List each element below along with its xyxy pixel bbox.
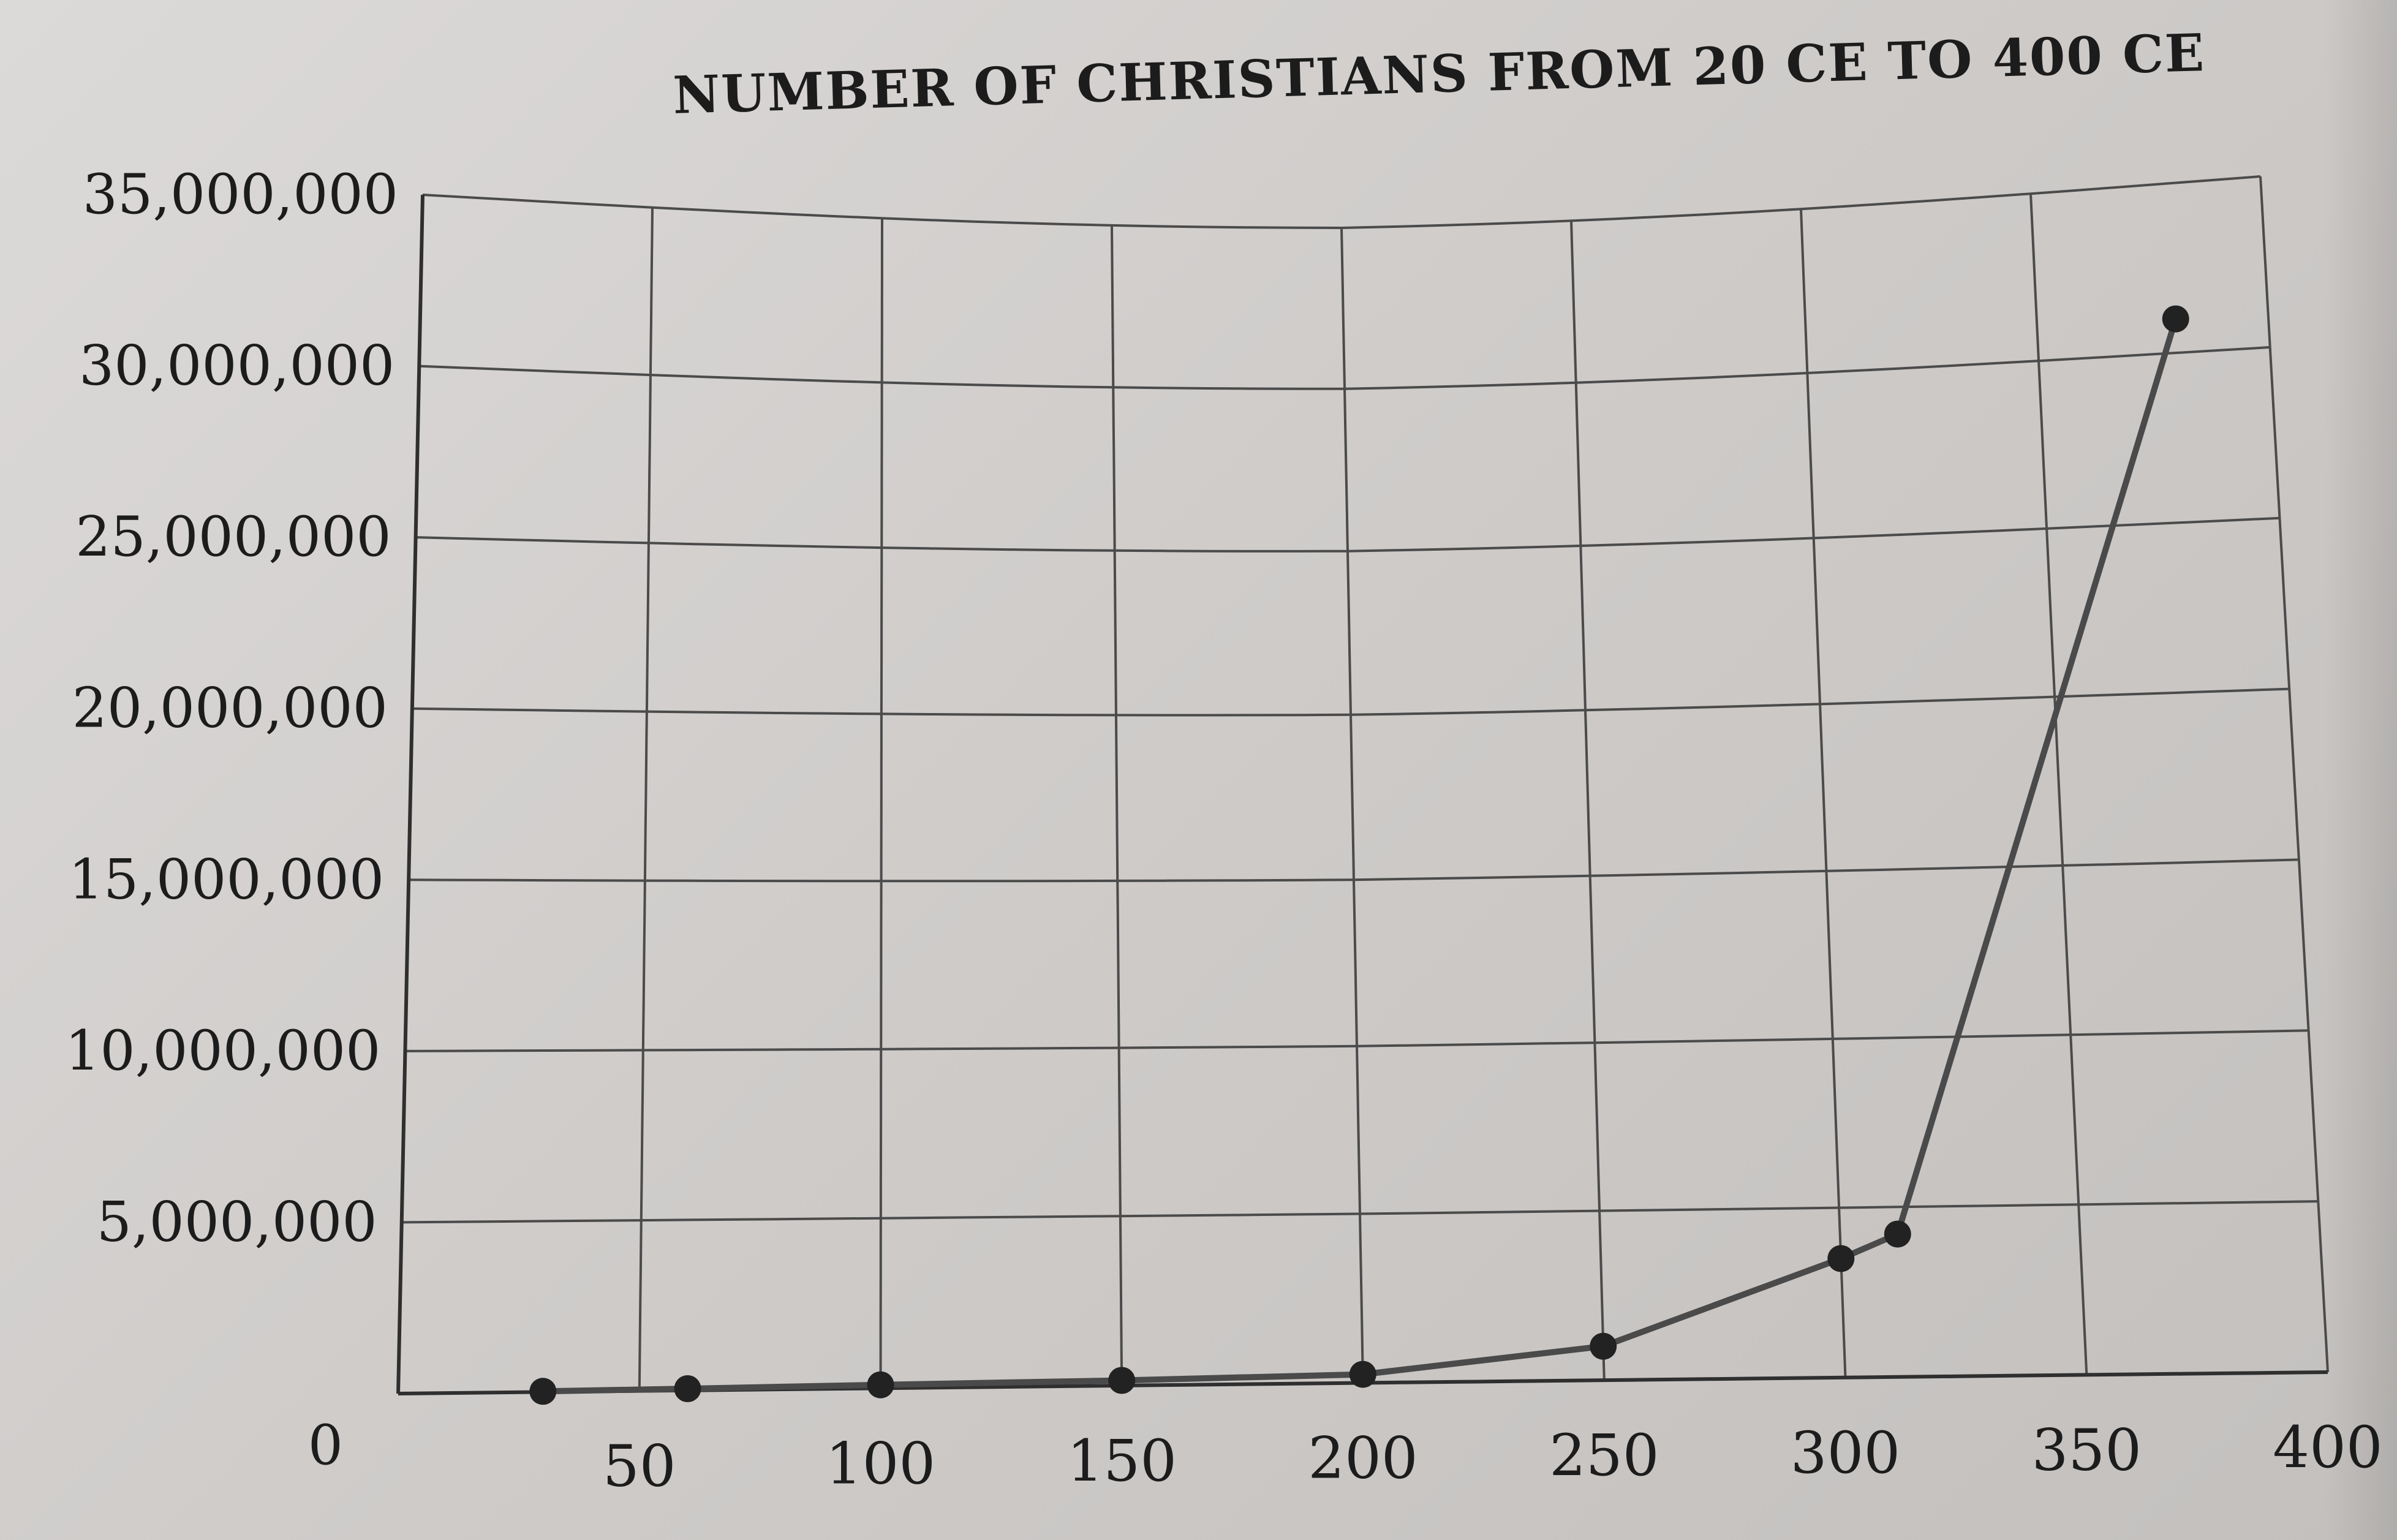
x-tick-label: 150 bbox=[1067, 1428, 1177, 1495]
y-axis-tick-labels: 0 5,000,000 10,000,000 15,000,000 20,000,000… bbox=[65, 162, 398, 1478]
y-tick-label: 15,000,000 bbox=[69, 847, 384, 912]
data-point bbox=[674, 1375, 701, 1402]
data-point bbox=[1108, 1367, 1136, 1394]
data-point bbox=[1884, 1220, 1911, 1248]
x-tick-label: 200 bbox=[1308, 1425, 1417, 1492]
data-point bbox=[867, 1371, 894, 1398]
vertical-gridline bbox=[1340, 227, 1364, 1383]
data-point bbox=[1827, 1245, 1855, 1272]
series-group bbox=[529, 305, 2189, 1405]
vertical-gridline bbox=[2029, 194, 2088, 1375]
y-tick-label: 5,000,000 bbox=[97, 1190, 377, 1254]
x-tick-label: 300 bbox=[1791, 1420, 1900, 1487]
horizontal-gridline bbox=[422, 175, 2261, 230]
x-tick-label: 100 bbox=[826, 1430, 935, 1497]
y-tick-label: 30,000,000 bbox=[79, 334, 394, 398]
x-tick-label: 350 bbox=[2032, 1417, 2142, 1484]
vertical-gridline bbox=[879, 218, 883, 1389]
chart-title: NUMBER OF CHRISTIANS FROM 20 CE TO 400 C… bbox=[672, 22, 2206, 126]
y-axis-line bbox=[396, 194, 425, 1394]
y-tick-label: 25,000,000 bbox=[75, 505, 391, 569]
chart-grid bbox=[401, 175, 2329, 1391]
vertical-gridline bbox=[1570, 221, 1606, 1381]
data-point bbox=[1590, 1332, 1617, 1360]
data-point bbox=[529, 1378, 557, 1405]
vertical-gridline bbox=[1111, 225, 1123, 1386]
y-tick-label: 0 bbox=[308, 1413, 343, 1478]
y-tick-label: 35,000,000 bbox=[83, 162, 398, 227]
x-tick-label: 400 bbox=[2273, 1414, 2382, 1481]
vertical-gridline bbox=[1800, 209, 1847, 1378]
data-point bbox=[2162, 305, 2189, 333]
x-axis-tick-labels: 50 100 150 200 250 300 350 400 bbox=[603, 1414, 2383, 1500]
y-tick-label: 10,000,000 bbox=[65, 1019, 380, 1083]
y-tick-label: 20,000,000 bbox=[72, 676, 388, 741]
vertical-gridline bbox=[638, 207, 654, 1391]
data-point bbox=[1349, 1361, 1376, 1388]
vertical-gridline bbox=[2259, 176, 2329, 1373]
x-tick-label: 50 bbox=[603, 1433, 676, 1500]
x-tick-label: 250 bbox=[1549, 1422, 1659, 1489]
